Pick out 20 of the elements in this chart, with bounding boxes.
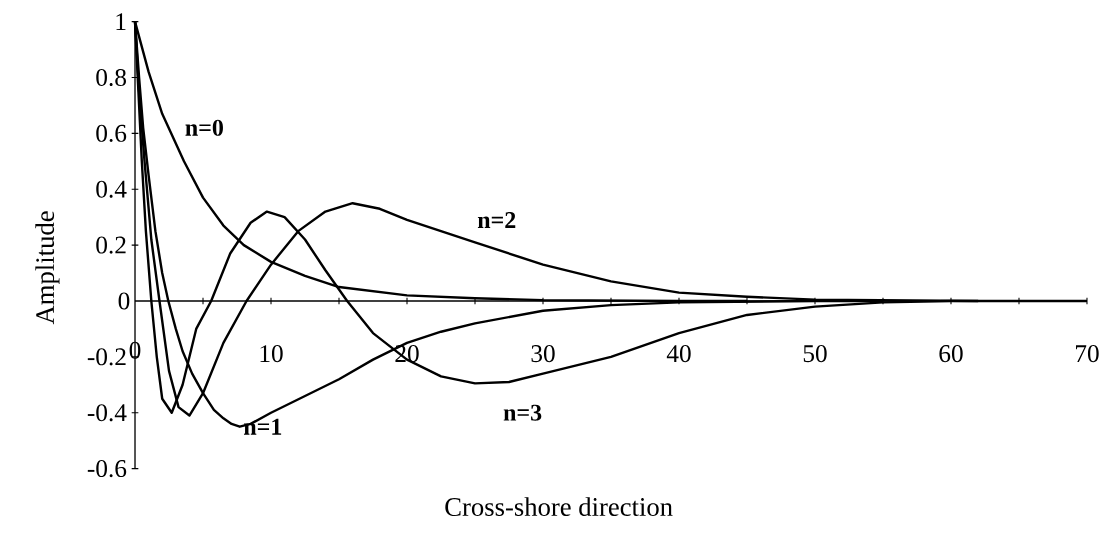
x-tick-label: 30 xyxy=(531,345,555,363)
series-label: n=3 xyxy=(503,404,542,421)
y-tick-label: 0 xyxy=(118,292,130,310)
y-tick-label: -0.2 xyxy=(87,348,126,366)
series-label: n=0 xyxy=(185,119,223,136)
y-tick-label: 0.6 xyxy=(96,124,127,142)
y-tick-label: -0.6 xyxy=(87,460,127,478)
y-tick-label: 0.2 xyxy=(96,236,126,254)
x-axis-title: Cross-shore direction xyxy=(445,497,673,516)
x-tick-label: 40 xyxy=(666,345,691,363)
x-tick-label: 10 xyxy=(260,345,283,363)
x-tick-label: 60 xyxy=(939,345,963,363)
y-tick-label: 0.4 xyxy=(96,180,127,198)
series-label: n=2 xyxy=(477,212,516,228)
y-tick-label: 1 xyxy=(116,13,126,30)
y-axis-title: Amplitude xyxy=(35,211,60,325)
y-tick-label: 0.8 xyxy=(96,68,126,87)
x-tick-label: 50 xyxy=(803,345,827,363)
y-tick-label: -0.4 xyxy=(87,404,127,422)
x-tick-label: 70 xyxy=(1076,345,1099,363)
